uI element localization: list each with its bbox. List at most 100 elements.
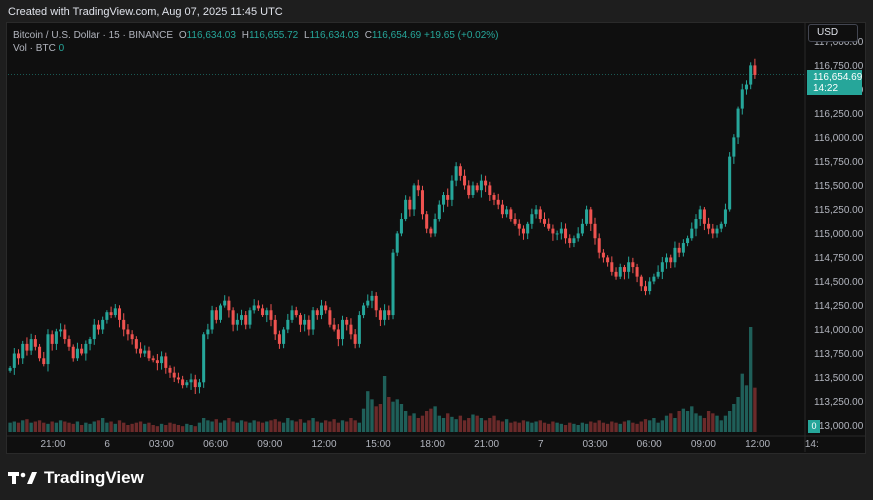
x-tick-label: 7 <box>538 439 544 450</box>
volume-bar <box>572 423 576 432</box>
volume-bar <box>319 422 324 432</box>
volume-bar <box>610 421 614 432</box>
volume-bar <box>690 406 694 432</box>
volume-bar <box>88 423 92 432</box>
volume-bar <box>454 419 458 432</box>
candle-body <box>702 209 706 224</box>
y-tick-label: 113,750.00 <box>814 349 864 360</box>
volume-bar <box>290 420 294 432</box>
volume-bar <box>403 411 408 432</box>
volume-bar <box>12 421 16 432</box>
candle-body <box>618 267 622 277</box>
volume-bar <box>67 422 71 432</box>
close-value: 116,654.69 <box>371 30 422 41</box>
volume-bar <box>201 418 206 432</box>
candle-body <box>357 315 361 344</box>
volume-bar <box>138 421 143 432</box>
candle-body <box>555 233 559 235</box>
candle-body <box>707 223 711 229</box>
volume-bar <box>681 408 686 432</box>
candle-body <box>273 319 277 335</box>
volume-bar <box>727 411 732 432</box>
volume-bar <box>711 413 715 432</box>
symbol-label: Bitcoin / U.S. Dollar · 15 · BINANCE <box>13 30 174 41</box>
candle-body <box>492 195 496 200</box>
candle-body <box>669 257 673 263</box>
volume-bar <box>143 423 147 432</box>
chart-frame[interactable] <box>6 22 866 454</box>
candle-body <box>353 334 357 344</box>
candle-body <box>719 223 723 229</box>
candle-body <box>59 329 63 332</box>
volume-bar <box>168 422 172 432</box>
candle-body <box>433 219 437 234</box>
candle-body <box>185 382 189 386</box>
candle-body <box>517 223 521 229</box>
y-tick-label: 116,000.00 <box>814 133 864 144</box>
volume-bar <box>227 418 231 432</box>
volume-bar <box>210 421 214 432</box>
volume-bar <box>122 422 126 432</box>
candle-body <box>366 300 370 306</box>
volume-bar <box>307 420 311 432</box>
volume-bar <box>643 419 648 432</box>
candle-body <box>420 190 424 215</box>
candle-body <box>391 252 395 316</box>
candle-body <box>711 228 715 234</box>
candle-body <box>67 339 71 347</box>
candle-body <box>12 353 16 368</box>
candle-body <box>101 319 105 330</box>
volume-bar <box>488 418 492 432</box>
y-tick-label: 116,750.00 <box>814 61 864 72</box>
volume-bar <box>273 419 277 432</box>
volume-bar <box>749 327 753 432</box>
volume-bar <box>576 425 580 432</box>
candle-body <box>740 89 744 109</box>
volume-bar <box>471 414 475 432</box>
x-tick-label: 09:00 <box>257 439 282 450</box>
last-price-label: 116,654.69 14:22 <box>807 70 862 95</box>
candle-body <box>690 228 694 239</box>
currency-button[interactable]: USD <box>808 24 858 42</box>
candle-body <box>17 353 21 359</box>
candle-body <box>446 195 450 200</box>
candle-body <box>547 223 551 229</box>
candle-body <box>454 166 458 181</box>
candle-body <box>63 329 67 340</box>
candle-body <box>345 319 349 325</box>
volume-bar <box>437 415 441 432</box>
candle-body <box>42 358 46 365</box>
volume-bar <box>458 415 463 432</box>
candle-body <box>564 228 568 239</box>
volume-bar <box>589 421 593 432</box>
volume-bar <box>206 420 210 432</box>
candle-body <box>252 305 256 311</box>
volume-bar <box>58 420 63 432</box>
x-tick-label: 15:00 <box>366 439 391 450</box>
candle-body <box>732 137 736 157</box>
candle-body <box>54 331 58 344</box>
volume-bar <box>340 420 345 432</box>
y-tick-label: 115,750.00 <box>814 157 864 168</box>
volume-bar <box>96 420 101 432</box>
candle-body <box>336 329 340 340</box>
change-value: +19.65 (+0.02%) <box>424 30 499 41</box>
volume-bar <box>694 413 698 432</box>
candle-body <box>660 262 664 272</box>
volume-bar <box>408 415 412 432</box>
candle-body <box>614 271 618 277</box>
volume-bar <box>698 415 702 432</box>
candle-body <box>568 238 572 244</box>
volume-bar <box>189 425 193 432</box>
candle-body <box>728 156 732 210</box>
volume-bar <box>311 418 315 432</box>
volume-bar <box>483 420 488 432</box>
x-tick-label: 21:00 <box>474 439 499 450</box>
tradingview-logo[interactable]: TradingView <box>8 466 144 490</box>
candle-body <box>597 238 601 253</box>
countdown-value: 14:22 <box>813 83 839 94</box>
volume-bar <box>416 418 420 432</box>
x-tick-label: 12:00 <box>745 439 770 450</box>
volume-bar <box>614 422 618 432</box>
